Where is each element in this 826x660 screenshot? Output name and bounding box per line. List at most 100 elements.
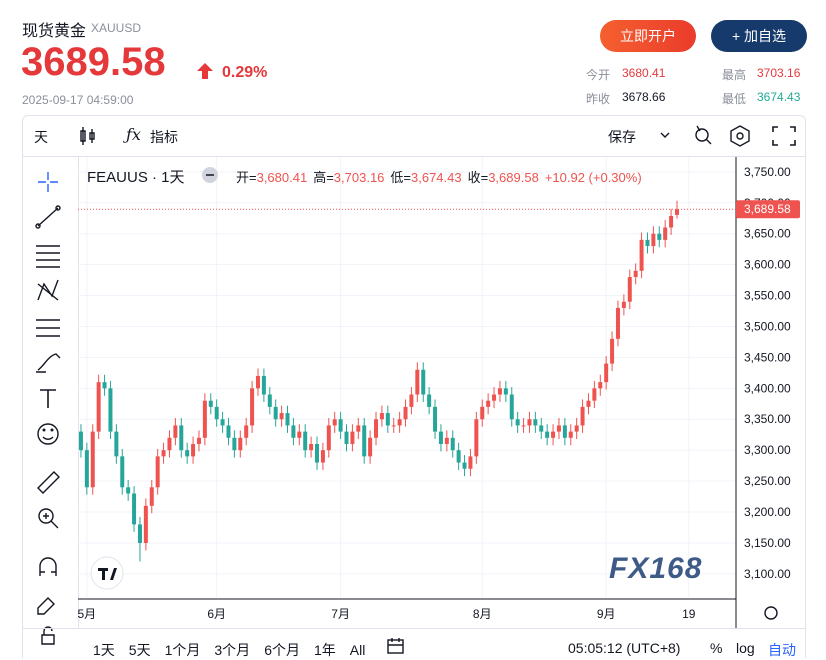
candle-body xyxy=(610,338,615,364)
candle-body xyxy=(533,419,538,426)
candle-body xyxy=(191,443,196,457)
drawing-tools[interactable] xyxy=(34,168,64,648)
candle-body xyxy=(657,233,662,240)
candle-body xyxy=(568,431,573,438)
range-button[interactable]: 3个月 xyxy=(214,642,251,658)
timestamp: 2025-09-17 04:59:00 xyxy=(22,93,134,107)
y-tick-label: 3,750.00 xyxy=(744,165,791,179)
candle-body xyxy=(580,406,585,426)
range-button[interactable]: 1天 xyxy=(93,642,115,658)
candle-body xyxy=(78,431,83,451)
candle-body xyxy=(674,209,679,215)
candle-body xyxy=(179,425,184,451)
candle-body xyxy=(155,456,160,488)
range-button[interactable]: 1年 xyxy=(313,642,336,658)
range-button[interactable]: 6个月 xyxy=(264,642,300,658)
percent-toggle[interactable]: % xyxy=(710,640,723,656)
candle-body xyxy=(515,419,520,426)
last-price-label: 3,689.58 xyxy=(744,202,791,216)
candle-body xyxy=(114,431,119,457)
candle-body xyxy=(474,419,479,457)
chart-panel xyxy=(22,115,806,658)
candle-body xyxy=(232,437,237,451)
tradingview-logo xyxy=(90,556,124,590)
candle-body xyxy=(149,487,154,506)
legend-value: 3,680.41 xyxy=(256,170,308,185)
save-menu-chevron[interactable] xyxy=(658,128,672,142)
candle-body xyxy=(521,425,526,427)
candle-body xyxy=(374,419,379,438)
range-button[interactable]: 5天 xyxy=(128,642,151,658)
stat-label: 今开 xyxy=(586,68,611,82)
candle-body xyxy=(102,382,107,389)
toolbar-icons[interactable] xyxy=(690,123,800,149)
price: 3689.58 xyxy=(21,40,166,84)
candle-body xyxy=(586,400,591,407)
y-tick-label: 3,250.00 xyxy=(744,474,791,488)
add-watch-button[interactable]: + 加自选 xyxy=(711,20,807,52)
candle-body xyxy=(415,369,420,395)
range-button[interactable]: All xyxy=(349,642,366,658)
candle-body xyxy=(173,425,178,438)
candle-body xyxy=(202,400,207,438)
stat-value: 3674.43 xyxy=(757,90,801,104)
interval-button[interactable]: 天 xyxy=(34,129,48,145)
x-tick-label: 19 xyxy=(682,607,696,621)
log-toggle[interactable]: log xyxy=(736,640,755,656)
candle-body xyxy=(427,394,432,407)
candle-body xyxy=(492,394,497,401)
candle-body xyxy=(285,413,290,426)
candle-body xyxy=(326,425,331,451)
y-tick-label: 3,350.00 xyxy=(744,412,791,426)
legend-label: 高= xyxy=(313,170,334,185)
y-tick-label: 3,650.00 xyxy=(744,227,791,241)
candle-body xyxy=(238,437,243,451)
date-range-button[interactable] xyxy=(386,636,406,656)
open-account-button[interactable]: 立即开户 xyxy=(600,20,696,52)
indicator-button[interactable]: 指标 xyxy=(150,129,178,145)
candle-body xyxy=(279,413,284,420)
candle-body xyxy=(545,431,550,438)
stat-value: 3680.41 xyxy=(622,66,666,80)
candle-body xyxy=(96,382,101,432)
candle-body xyxy=(273,406,278,420)
candle-body xyxy=(592,388,597,401)
candle-body xyxy=(421,369,426,395)
range-button[interactable]: 1个月 xyxy=(164,642,201,658)
candle-type-button[interactable] xyxy=(78,125,98,147)
clock: 05:05:12 (UTC+8) xyxy=(568,640,681,656)
candle-body xyxy=(185,450,190,457)
x-tick-label: 9月 xyxy=(597,607,616,621)
candle-body xyxy=(480,406,485,420)
legend-toggle[interactable] xyxy=(200,165,220,185)
candle-body xyxy=(126,487,131,494)
candle-body xyxy=(438,431,443,444)
indicator-icon[interactable]: ƒx xyxy=(126,125,141,144)
candle-body xyxy=(143,505,148,543)
candle-body xyxy=(315,443,320,463)
candle-body xyxy=(84,450,89,488)
candle-body xyxy=(261,375,266,395)
x-tick-label: 8月 xyxy=(473,607,492,621)
instrument-symbol: XAUUSD xyxy=(91,21,142,35)
candle-body xyxy=(250,388,255,426)
auto-toggle[interactable]: 自动 xyxy=(768,642,796,658)
last-price-tag xyxy=(736,200,800,219)
legend-label: 低= xyxy=(390,170,411,185)
save-button[interactable]: 保存 xyxy=(608,129,636,145)
candle-body xyxy=(604,363,609,383)
candle-body xyxy=(403,406,408,420)
candle-body xyxy=(108,388,113,432)
candle-body xyxy=(220,419,225,426)
candle-body xyxy=(196,437,201,444)
candle-body xyxy=(639,239,644,271)
axis-settings-icon[interactable] xyxy=(764,606,778,620)
y-tick-label: 3,600.00 xyxy=(744,258,791,272)
range-buttons: 1天 5天 1个月 3个月 6个月 1年 All xyxy=(93,640,379,660)
candle-body xyxy=(338,419,343,432)
y-tick-label: 3,150.00 xyxy=(744,536,791,550)
candle-body xyxy=(120,456,125,488)
tool-column-divider xyxy=(78,156,79,628)
